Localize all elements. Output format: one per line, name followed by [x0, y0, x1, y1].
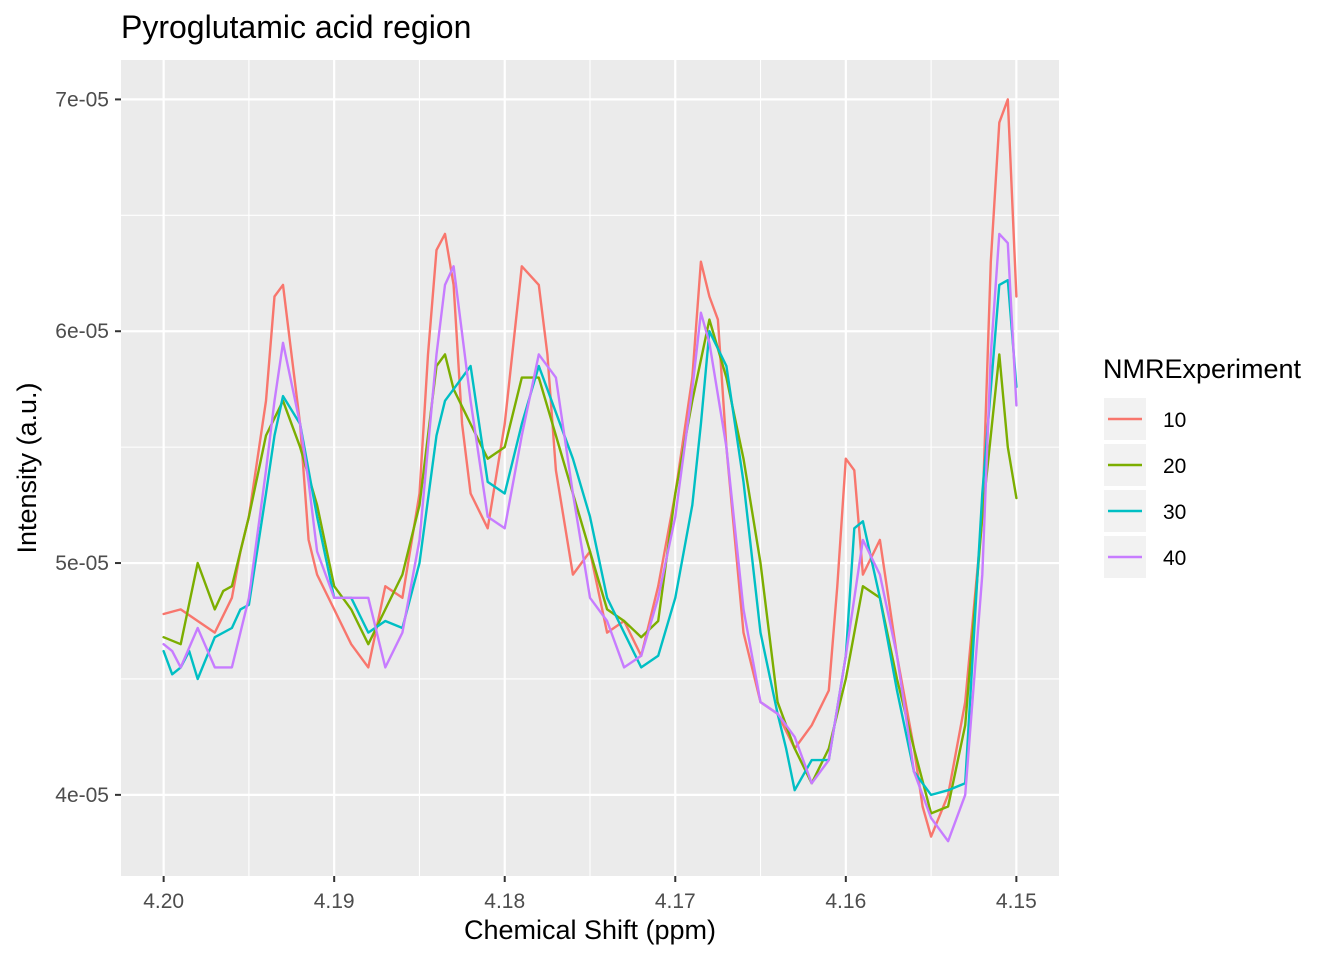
x-tick-label: 4.17 [655, 890, 696, 913]
x-tick-label: 4.18 [484, 890, 525, 913]
y-tick-label: 4e-05 [55, 784, 109, 807]
legend-items: 10 20 30 40 [1104, 398, 1186, 578]
legend: NMRExperiment 10 20 30 40 [1103, 354, 1302, 578]
legend-label-20: 20 [1163, 455, 1186, 478]
x-tick-label: 4.16 [825, 890, 866, 913]
x-axis-label: Chemical Shift (ppm) [464, 915, 716, 945]
legend-title: NMRExperiment [1103, 354, 1302, 384]
y-axis: 4e-05 5e-05 6e-05 7e-05 [55, 88, 121, 807]
y-tick-label: 6e-05 [55, 320, 109, 343]
x-axis: 4.20 4.19 4.18 4.17 4.16 4.15 [143, 876, 1037, 913]
legend-label-10: 10 [1163, 409, 1186, 432]
x-tick-label: 4.15 [996, 890, 1037, 913]
x-tick-label: 4.19 [314, 890, 355, 913]
grid-minor [121, 60, 1059, 876]
series-lines [162, 98, 1018, 843]
y-tick-label: 7e-05 [55, 88, 109, 111]
grid-major [121, 60, 1059, 876]
series-line-30 [162, 279, 1018, 797]
legend-label-40: 40 [1163, 547, 1186, 570]
series-line-40 [162, 232, 1018, 843]
chart-title: Pyroglutamic acid region [121, 9, 471, 45]
y-axis-label: Intensity (a.u.) [12, 382, 42, 553]
y-tick-label: 5e-05 [55, 552, 109, 575]
legend-label-30: 30 [1163, 501, 1186, 524]
x-tick-label: 4.20 [143, 890, 184, 913]
